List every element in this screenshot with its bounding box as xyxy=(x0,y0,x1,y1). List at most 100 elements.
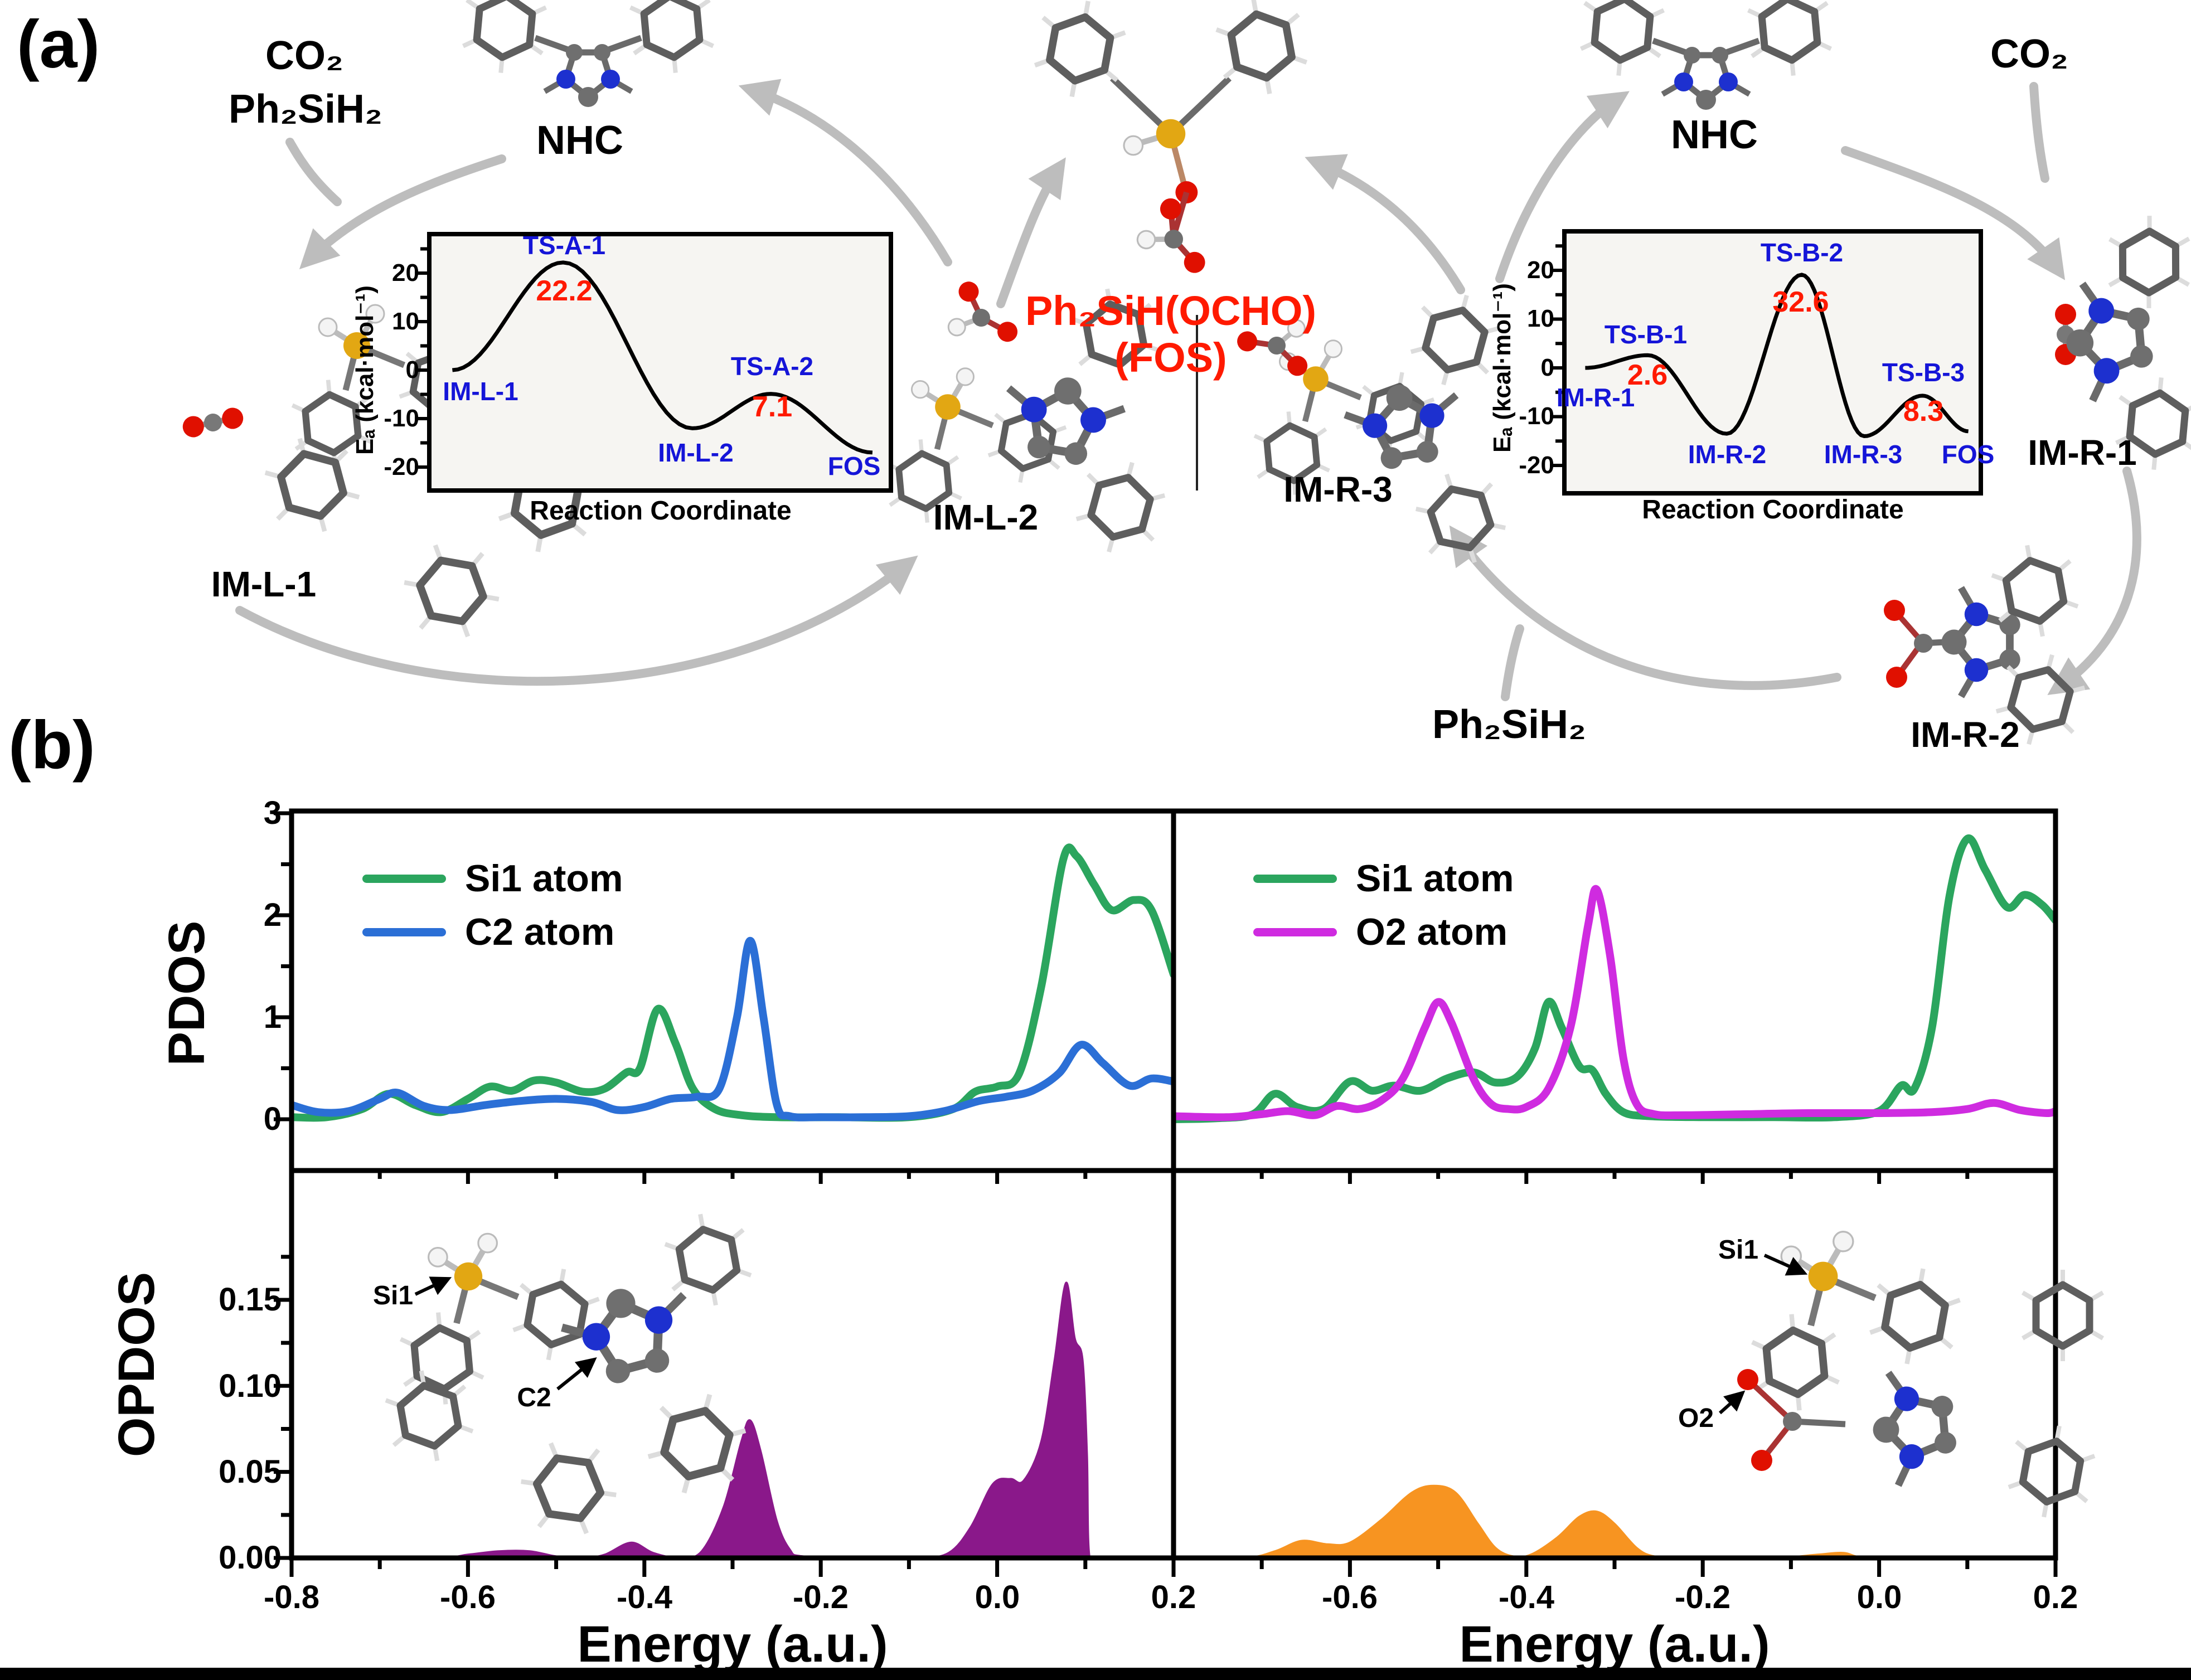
energy-inset-left xyxy=(415,232,893,493)
pdos-right-legend: Si1 atom O2 atom xyxy=(1253,852,1514,959)
xtick-label: 0.0 xyxy=(975,1579,1020,1615)
pdos-right-o2-curve xyxy=(1174,885,2056,1121)
opdos-left-inset-structure xyxy=(382,1206,765,1537)
energy-curve-left xyxy=(452,260,873,455)
station-ts-a-2: TS-A-2 xyxy=(730,352,814,381)
xtick-label: -0.8 xyxy=(264,1579,319,1615)
station-fos-left: FOS xyxy=(827,451,881,480)
opdos-right-inset-structure xyxy=(1719,1232,2108,1525)
si1-atom-annotation: Si1 xyxy=(1718,1235,1759,1265)
inset-left-ylabel: Eₐ (kcal·mol⁻¹) xyxy=(351,285,379,455)
si1-legend-swatch xyxy=(362,874,446,883)
station-im-r-1: IM-R-1 xyxy=(1556,383,1635,412)
station-im-l-2: IM-L-2 xyxy=(658,438,734,467)
o2-annotation-arrow xyxy=(1719,1390,1746,1415)
opdos-ytick: 0.10 xyxy=(219,1368,282,1404)
inset-right-xlabel: Reaction Coordinate xyxy=(1642,495,1904,525)
arrow-reagents-branch-left xyxy=(285,138,342,206)
station-im-l-1: IM-L-1 xyxy=(443,377,518,406)
opdos-axis-label: OPDOS xyxy=(108,1271,165,1458)
nhc-right-structure xyxy=(1564,0,1848,110)
panel-b-label: (b) xyxy=(8,707,95,783)
station-ts-a-1: TS-A-1 xyxy=(522,231,606,260)
product-name-label: (FOS) xyxy=(1114,334,1227,381)
energy-axis-label-right: Energy (a.u.) xyxy=(1459,1616,1770,1673)
arrow-co2-branch-right xyxy=(2029,82,2049,183)
c2-legend-label: C2 atom xyxy=(465,911,615,953)
station-ts-b-1: TS-B-1 xyxy=(1604,320,1688,349)
xtick-label: -0.6 xyxy=(1322,1579,1378,1615)
xtick-label: 0.2 xyxy=(2033,1579,2078,1615)
pdos-axis-label: PDOS xyxy=(158,920,215,1066)
opdos-left-area xyxy=(292,1281,1174,1558)
pdos-ytick: 0 xyxy=(263,1101,282,1137)
fos-structure xyxy=(1020,0,1321,275)
im-l-1-label: IM-L-1 xyxy=(211,564,317,604)
si1-legend-label: Si1 atom xyxy=(1356,857,1514,900)
inset-right-ytick: -10 xyxy=(1519,402,1554,430)
station-im-r-2: IM-R-2 xyxy=(1688,440,1767,469)
station-ts-b-2: TS-B-2 xyxy=(1760,238,1844,267)
arrow-imr2-to-imr3 xyxy=(1449,525,1841,690)
si1-legend-swatch xyxy=(1253,874,1337,883)
im-r-1-label: IM-R-1 xyxy=(2028,433,2137,473)
figure-bottom-bar xyxy=(0,1668,2191,1680)
opdos-right-area xyxy=(1174,1484,2056,1558)
reagent-silane-label: Ph₂SiH₂ xyxy=(228,87,383,132)
im-r-2-label: IM-R-2 xyxy=(1911,715,2020,755)
nhc-left-structure xyxy=(446,0,730,107)
im-r-2-structure xyxy=(1884,537,2095,750)
xtick-label: -0.2 xyxy=(793,1579,849,1615)
arrow-nhc-to-imr1 xyxy=(1841,146,2066,280)
inset-right-ytick: -20 xyxy=(1519,451,1554,479)
si1-legend-label: Si1 atom xyxy=(465,857,623,900)
panel-b-plots xyxy=(274,808,2058,1577)
molecule-structures xyxy=(181,0,2191,750)
cycle-arrows xyxy=(235,79,2141,701)
energy-inset-right xyxy=(1550,229,1983,496)
barrier-ts-b-1: 2.6 xyxy=(1627,359,1668,391)
inset-left-xlabel: Reaction Coordinate xyxy=(530,496,792,526)
opdos-ytick: 0.05 xyxy=(219,1454,282,1490)
station-fos-right: FOS xyxy=(1941,440,1995,469)
arrow-iml2-to-fos xyxy=(996,157,1066,308)
o2-legend-label: O2 atom xyxy=(1356,911,1508,953)
nhc-right-label: NHC xyxy=(1671,113,1758,157)
arrow-imr3-to-fos xyxy=(1305,154,1465,294)
im-l-2-label: IM-L-2 xyxy=(933,497,1039,537)
arrow-silane-branch-right xyxy=(1501,624,1524,701)
opdos-ytick: 0.00 xyxy=(219,1540,282,1576)
arrow-imr1-to-imr2 xyxy=(2047,467,2141,696)
arrow-left-regenerate-nhc xyxy=(738,79,952,266)
xtick-label: -0.4 xyxy=(1499,1579,1554,1615)
si1-atom-annotation: Si1 xyxy=(372,1281,414,1310)
inset-left-ytick: -10 xyxy=(384,405,419,432)
inset-left-ytick: -20 xyxy=(384,453,419,480)
inset-left-ytick: 10 xyxy=(392,308,419,335)
station-ts-b-3: TS-B-3 xyxy=(1882,358,1965,387)
xtick-label: -0.2 xyxy=(1675,1579,1730,1615)
c2-atom-annotation: C2 xyxy=(517,1383,551,1412)
inset-left-ytick: 0 xyxy=(405,356,419,383)
barrier-ts-a-1: 22.2 xyxy=(536,275,593,307)
pdos-left-c2-curve xyxy=(292,936,1174,1121)
opdos-right-frame xyxy=(1171,1168,2058,1561)
xtick-label: -0.4 xyxy=(617,1579,672,1615)
xtick-label: -0.6 xyxy=(440,1579,496,1615)
inset-right-ytick: 10 xyxy=(1527,305,1554,332)
xtick-label: 0.0 xyxy=(1856,1579,1902,1615)
xtick-label: 0.2 xyxy=(1151,1579,1196,1615)
arrow-iml1-to-iml2 xyxy=(235,555,918,686)
silane-right-label: Ph₂SiH₂ xyxy=(1432,702,1587,747)
inset-left-ytick: 20 xyxy=(392,259,419,287)
panel-a-label: (a) xyxy=(17,6,100,82)
c2-legend-swatch xyxy=(362,928,446,936)
product-formula-label: Ph₂SiH(OCHO) xyxy=(1025,288,1317,334)
o2-atom-annotation: O2 xyxy=(1678,1404,1714,1433)
pdos-left-si1-curve xyxy=(292,843,1174,1122)
energy-curve-right xyxy=(1585,273,1969,439)
si1-annotation-arrow xyxy=(1763,1254,1808,1276)
im-r-3-label: IM-R-3 xyxy=(1283,469,1393,509)
